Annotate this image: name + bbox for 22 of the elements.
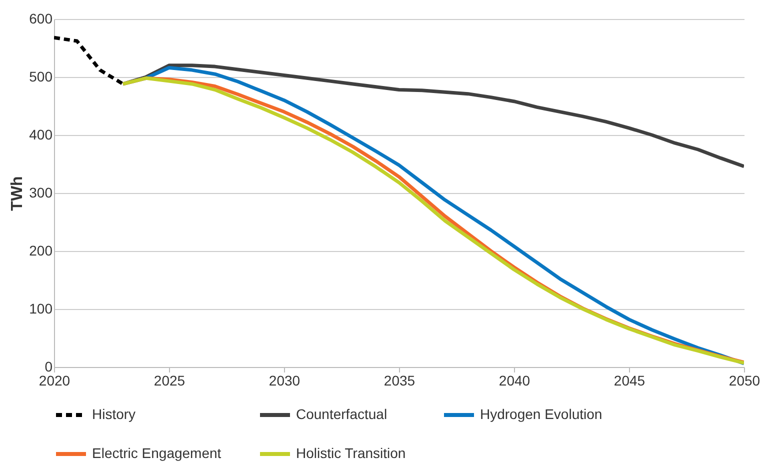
- y-tick-label: 600: [29, 10, 53, 26]
- x-tick-label: 2050: [728, 372, 760, 388]
- legend-label: Hydrogen Evolution: [480, 406, 602, 422]
- x-tick-label: 2035: [384, 372, 416, 388]
- y-tick-label: 300: [29, 184, 53, 200]
- y-axis-title: TWh: [9, 176, 26, 211]
- legend-label: History: [92, 406, 136, 422]
- x-tick-label: 2045: [614, 372, 646, 388]
- x-tick-label: 2020: [38, 372, 70, 388]
- x-tick-label: 2040: [498, 372, 530, 388]
- x-tick-label: 2025: [154, 372, 186, 388]
- y-tick-label: 200: [29, 242, 53, 258]
- y-tick-label: 100: [29, 300, 53, 316]
- legend-label: Counterfactual: [296, 406, 388, 422]
- x-tick-label: 2030: [268, 372, 300, 388]
- y-tick-label: 500: [29, 68, 53, 84]
- legend-label: Electric Engagement: [92, 445, 222, 461]
- line-series: [54, 36, 125, 86]
- legend-label: Holistic Transition: [296, 445, 406, 461]
- line-series: [121, 64, 744, 168]
- y-tick-label: 0: [44, 358, 53, 374]
- y-tick-label: 400: [29, 126, 53, 142]
